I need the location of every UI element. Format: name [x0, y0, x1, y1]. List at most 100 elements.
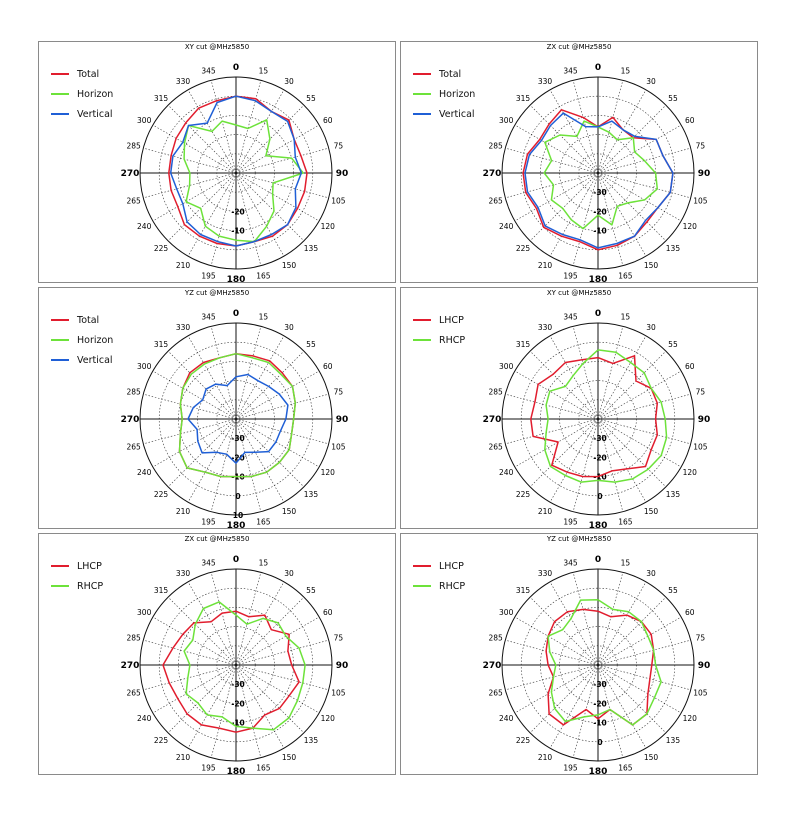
radial-label: -30 [231, 434, 245, 443]
legend-swatch [413, 565, 431, 567]
grid-spoke [235, 664, 305, 734]
angle-label: 285 [126, 142, 141, 151]
angle-label: 300 [137, 116, 152, 125]
grid-spoke [187, 418, 237, 503]
angle-label: 240 [499, 222, 514, 231]
angle-label: 265 [488, 442, 503, 451]
angle-label: 225 [154, 490, 169, 499]
grid-spoke [187, 581, 237, 666]
grid-spoke [187, 664, 237, 749]
legend-item-horizon: Horizon [51, 330, 113, 350]
legend-label: RHCP [77, 580, 104, 592]
angle-label: 210 [176, 507, 191, 516]
angle-label: 330 [176, 569, 191, 578]
grid-spoke [143, 664, 237, 691]
radial-label: -10 [593, 473, 607, 482]
legend-item-lhcp: LHCP [413, 556, 465, 576]
grid-spoke [235, 418, 320, 468]
grid-spoke [549, 335, 599, 420]
angle-label: 135 [666, 490, 681, 499]
angle-label: 135 [666, 736, 681, 745]
radial-label: 0 [597, 738, 602, 747]
grid-spoke [235, 172, 320, 222]
angle-label: 265 [488, 196, 503, 205]
angle-label: 225 [516, 736, 531, 745]
angle-label: 180 [589, 275, 608, 283]
angle-label: 330 [538, 569, 553, 578]
angle-label: 165 [256, 517, 271, 526]
angle-label: 120 [321, 714, 336, 723]
legend-label: Horizon [77, 88, 114, 100]
series-line-vertical [187, 373, 289, 464]
polar-plot: 0 15 30 55 60 75 90 105 120 135 150 165 180 195 210 225… [483, 555, 711, 774]
grid-spoke [210, 664, 237, 758]
grid-spoke [597, 326, 624, 420]
angle-label: 150 [644, 753, 659, 762]
angle-label: 105 [693, 442, 708, 451]
radial-label: -10 [231, 719, 245, 728]
angle-label: 135 [666, 244, 681, 253]
grid-spoke [597, 172, 691, 199]
chart-panel-xy-linear: 0 15 30 55 60 75 90 105 120 135 150 165 180 195 210 225… [38, 41, 396, 283]
grid-spoke [505, 639, 599, 666]
radial-label: -30 [231, 680, 245, 689]
angle-label: 105 [331, 688, 346, 697]
angle-label: 55 [668, 94, 678, 103]
angle-label: 315 [154, 340, 169, 349]
grid-spoke [235, 80, 262, 174]
angle-label: 135 [304, 490, 319, 499]
legend-swatch [51, 113, 69, 115]
grid-spoke [514, 370, 599, 420]
angle-label: 0 [233, 309, 239, 319]
angle-label: 345 [201, 559, 216, 568]
series-line-lhcp [162, 610, 300, 733]
angle-label: 60 [685, 362, 695, 371]
grid-spoke [514, 616, 599, 666]
angle-label: 265 [488, 688, 503, 697]
grid-spoke [235, 370, 320, 420]
angle-label: 135 [304, 244, 319, 253]
grid-spoke [210, 418, 237, 512]
polar-plot: 0 15 30 55 60 75 90 105 120 135 150 165 180 195 210 225… [483, 63, 711, 283]
legend-label: LHCP [439, 560, 464, 572]
grid-spoke [529, 350, 599, 420]
angle-label: 105 [331, 442, 346, 451]
radial-label: -20 [593, 207, 607, 216]
grid-spoke [572, 172, 599, 266]
radial-label: -20 [593, 453, 607, 462]
chart-legend: Total Horizon Vertical [51, 310, 113, 370]
angle-label: 15 [259, 67, 269, 76]
chart-title: ZX cut @MHz5850 [184, 535, 250, 543]
angle-label: 90 [336, 415, 349, 425]
angle-label: 195 [201, 517, 216, 526]
series-line-horizon [543, 120, 659, 230]
grid-spoke [210, 80, 237, 174]
grid-spoke [505, 172, 599, 199]
chart-title: YZ cut @MHz5850 [546, 535, 612, 543]
legend-swatch [51, 339, 69, 341]
grid-spoke [597, 393, 691, 420]
angle-label: 180 [589, 521, 608, 529]
legend-swatch [413, 73, 431, 75]
legend-label: Vertical [439, 108, 475, 120]
angle-label: 345 [563, 67, 578, 76]
series-line-rhcp [183, 601, 306, 731]
angle-label: 270 [483, 661, 502, 671]
grid-spoke [210, 326, 237, 420]
angle-label: 225 [516, 244, 531, 253]
chart-title: YZ cut @MHz5850 [184, 289, 250, 297]
grid-spoke [235, 104, 305, 174]
grid-spoke [597, 89, 647, 174]
grid-spoke [549, 664, 599, 749]
legend-swatch [413, 339, 431, 341]
grid-spoke [143, 418, 237, 445]
grid-spoke [143, 172, 237, 199]
grid-spoke [235, 664, 329, 691]
angle-label: 30 [284, 569, 294, 578]
grid-spoke [597, 418, 667, 488]
grid-spoke [597, 664, 667, 734]
angle-label: 210 [538, 753, 553, 762]
angle-label: 165 [256, 763, 271, 772]
angle-label: 150 [282, 507, 297, 516]
grid-spoke [514, 172, 599, 222]
